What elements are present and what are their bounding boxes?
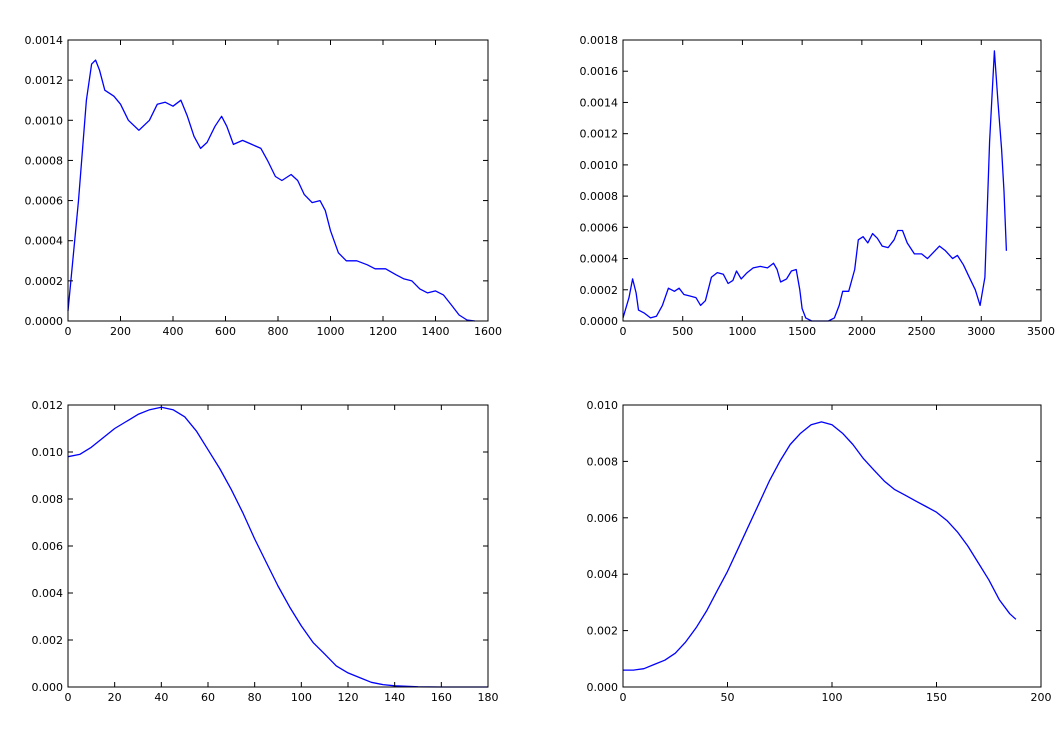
y-tick-label: 0.0000	[25, 315, 64, 328]
x-tick-label: 120	[338, 691, 359, 704]
y-tick-label: 0.0002	[580, 284, 619, 297]
y-tick-label: 0.0018	[580, 34, 619, 47]
x-tick-label: 800	[268, 325, 289, 338]
x-tick-label: 1000	[728, 325, 756, 338]
x-tick-label: 20	[108, 691, 122, 704]
x-tick-label: 500	[672, 325, 693, 338]
subplot-2: 0 500 1000 1500 2000 2500 3000 3500 0.0000 0.0002…	[580, 34, 1056, 338]
y-tick-label: 0.008	[587, 455, 619, 468]
y-tick-label: 0.000	[32, 681, 64, 694]
y-tick-label: 0.004	[32, 587, 64, 600]
x-tick-label: 0	[620, 325, 627, 338]
x-tick-label: 150	[926, 691, 947, 704]
x-tick-label: 200	[110, 325, 131, 338]
plot-frame	[67, 39, 489, 322]
series-line	[622, 50, 1008, 322]
y-tick-label: 0.0008	[25, 154, 64, 167]
x-tick-label: 180	[478, 691, 499, 704]
x-tick-label: 2000	[848, 325, 876, 338]
y-tick-label: 0.0010	[580, 159, 619, 172]
y-tick-label: 0.006	[587, 512, 619, 525]
x-tick-label: 400	[163, 325, 184, 338]
subplot-4: 0 50 100 150 200 0.000 0.002 0.004 0.006 0.008 0.0…	[587, 399, 1052, 704]
plot-frame	[622, 404, 1042, 688]
x-tick-label: 3500	[1027, 325, 1055, 338]
y-tick-label: 0.006	[32, 540, 64, 553]
x-tick-label: 1200	[369, 325, 397, 338]
x-tick-label: 140	[384, 691, 405, 704]
y-tick-label: 0.0014	[25, 34, 64, 47]
x-tick-label: 100	[291, 691, 312, 704]
x-tick-label: 200	[1031, 691, 1052, 704]
y-tick-label: 0.0006	[580, 221, 619, 234]
y-tick-label: 0.0004	[25, 235, 64, 248]
y-tick-label: 0.012	[32, 399, 64, 412]
plot-frame	[67, 404, 489, 688]
y-tick-label: 0.0014	[580, 96, 619, 109]
y-tick-label: 0.000	[587, 681, 619, 694]
y-tick-label: 0.010	[587, 399, 619, 412]
x-tick-label: 40	[154, 691, 168, 704]
x-tick-label: 80	[248, 691, 262, 704]
plot-frame	[622, 39, 1042, 322]
x-tick-label: 600	[215, 325, 236, 338]
y-tick-label: 0.004	[587, 568, 619, 581]
x-tick-label: 3000	[967, 325, 995, 338]
x-tick-label: 0	[65, 325, 72, 338]
series-line	[67, 406, 488, 688]
x-tick-label: 1600	[474, 325, 502, 338]
y-tick-label: 0.0002	[25, 275, 64, 288]
x-tick-label: 160	[431, 691, 452, 704]
y-tick-label: 0.002	[587, 625, 619, 638]
y-tick-label: 0.010	[32, 446, 64, 459]
y-tick-label: 0.0016	[580, 65, 619, 78]
y-tick-label: 0.008	[32, 493, 64, 506]
x-tick-label: 1400	[422, 325, 450, 338]
x-tick-label: 1500	[788, 325, 816, 338]
subplot-1: 0 200 400 600 800 1000 1200 1400 1600 0.0000 0.000…	[25, 34, 503, 338]
y-tick-label: 0.0010	[25, 114, 64, 127]
y-tick-label: 0.0012	[580, 128, 619, 141]
y-tick-label: 0.0006	[25, 195, 64, 208]
x-tick-label: 0	[65, 691, 72, 704]
y-tick-label: 0.0004	[580, 253, 619, 266]
x-tick-label: 2500	[908, 325, 936, 338]
x-tick-label: 100	[822, 691, 843, 704]
subplot-3: 0 20 40 60 80 100 120 140 160 180 0.000 0.002 0.004 0…	[32, 399, 499, 704]
x-tick-label: 50	[721, 691, 735, 704]
y-tick-label: 0.0000	[580, 315, 619, 328]
y-tick-label: 0.0012	[25, 74, 64, 87]
series-line	[623, 421, 1017, 671]
series-line	[67, 59, 475, 322]
x-tick-label: 0	[620, 691, 627, 704]
y-tick-label: 0.0008	[580, 190, 619, 203]
y-tick-label: 0.002	[32, 634, 64, 647]
x-tick-label: 1000	[317, 325, 345, 338]
x-tick-label: 60	[201, 691, 215, 704]
